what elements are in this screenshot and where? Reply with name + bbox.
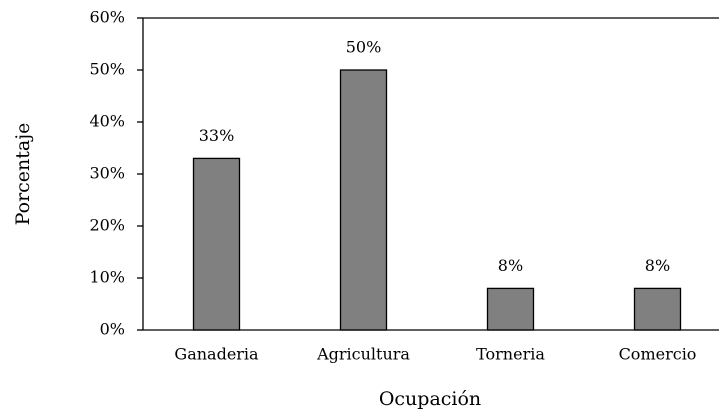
bar	[633, 287, 682, 331]
x-tick-label: Agricultura	[316, 345, 410, 364]
x-tick-label: Torneria	[476, 345, 545, 364]
y-tick-label: 60%	[89, 8, 125, 27]
data-label: 50%	[346, 38, 382, 57]
data-label: 33%	[199, 126, 235, 145]
bar	[339, 69, 388, 331]
x-tick-label: Comercio	[619, 345, 697, 364]
y-tick-label: 10%	[89, 268, 125, 287]
y-tick-label: 40%	[89, 112, 125, 131]
data-label: 8%	[498, 256, 523, 275]
y-tick-label: 20%	[89, 216, 125, 235]
bar	[192, 157, 241, 331]
bar	[486, 287, 535, 331]
x-axis-label: Ocupación	[379, 388, 481, 410]
y-axis-label: Porcentaje	[12, 123, 34, 226]
data-label: 8%	[645, 256, 670, 275]
y-tick-label: 30%	[89, 164, 125, 183]
y-tick-label: 0%	[100, 320, 125, 339]
y-tick-label: 50%	[89, 60, 125, 79]
x-tick-label: Ganaderia	[174, 345, 259, 364]
